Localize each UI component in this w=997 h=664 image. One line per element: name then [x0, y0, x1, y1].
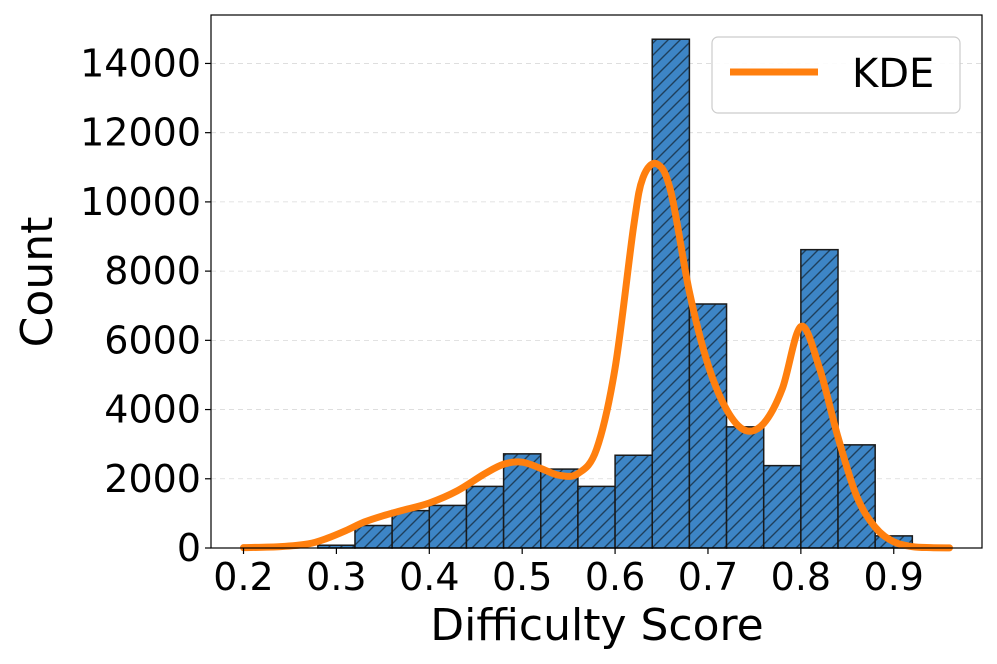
histogram-bar-6: [540, 468, 579, 549]
histogram-bar-3: [428, 504, 468, 549]
x-tick-label-5: 0.7: [678, 555, 738, 599]
x-tick-label-3: 0.5: [492, 555, 552, 599]
histogram-bar-11: [725, 426, 765, 549]
x-tick-label-6: 0.8: [771, 555, 831, 599]
histogram-bar-9: [651, 38, 691, 549]
y-tick-label-0: 0: [177, 526, 201, 570]
y-tick-label-1: 2000: [104, 457, 201, 501]
y-tick-label-3: 6000: [104, 318, 201, 362]
y-tick-label-7: 14000: [80, 41, 201, 85]
plot-frame: [210, 14, 983, 549]
x-tick-label-4: 0.6: [585, 555, 645, 599]
histogram-bar-13: [800, 248, 839, 549]
y-tick-label-2: 4000: [104, 388, 201, 432]
legend: KDE: [711, 36, 961, 114]
histogram-bar-7: [577, 485, 616, 549]
x-tick-label-1: 0.3: [306, 555, 366, 599]
histogram-bar-8: [614, 454, 653, 549]
y-tick-label-6: 12000: [80, 111, 201, 155]
x-tick-label-7: 0.9: [864, 555, 924, 599]
histogram-bar-2: [391, 509, 431, 549]
histogram-bar-12: [762, 464, 802, 549]
histogram-bar-1: [354, 524, 393, 549]
legend-box: [711, 36, 961, 114]
y-tick-label-5: 10000: [80, 180, 201, 224]
y-tick-label-4: 8000: [104, 249, 201, 293]
x-axis-ticks: 0.2 0.3 0.4 0.5 0.6 0.7 0.8 0.9: [213, 548, 924, 599]
histogram-bar-10: [688, 303, 728, 549]
x-tick-label-2: 0.4: [399, 555, 459, 599]
x-tick-label-0: 0.2: [213, 555, 273, 599]
x-axis-title: Difficulty Score: [430, 600, 763, 651]
legend-kde-label: KDE: [852, 51, 934, 97]
y-axis-ticks: 0 2000 4000 6000 8000 10000 12000 14000: [80, 41, 211, 570]
y-axis-title: Count: [12, 217, 63, 348]
histogram-bars: [317, 38, 914, 549]
histogram-bar-4: [465, 485, 505, 549]
kde-line: [240, 159, 953, 552]
